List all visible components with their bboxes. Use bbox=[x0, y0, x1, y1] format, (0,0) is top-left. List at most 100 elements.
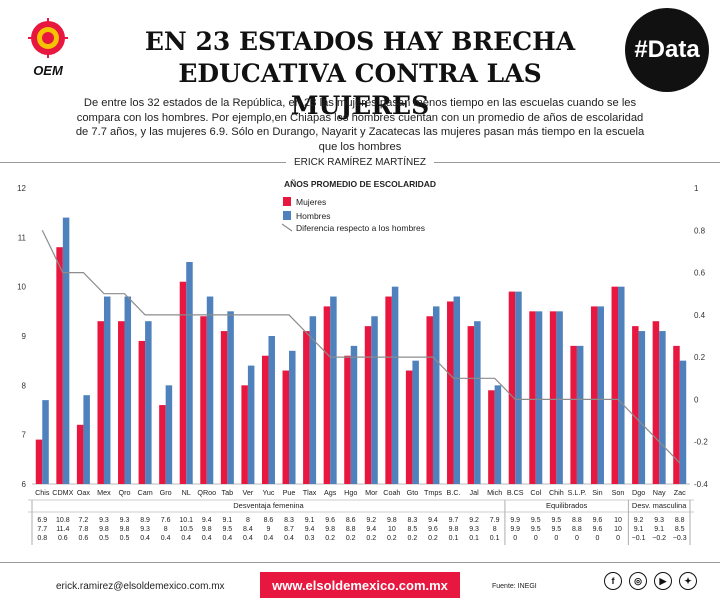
table-cell: 9.8 bbox=[202, 526, 212, 533]
bar-hombres bbox=[515, 291, 522, 484]
table-cell: 8.3 bbox=[408, 517, 418, 524]
website-link[interactable]: www.elsoldemexico.com.mx bbox=[260, 572, 460, 598]
author-byline: ERICK RAMÍREZ MARTÍNEZ bbox=[0, 157, 720, 168]
table-cell: 0.3 bbox=[305, 535, 315, 542]
bar-hombres bbox=[494, 385, 502, 484]
bar-mujeres bbox=[652, 321, 660, 484]
oem-logo: OEM bbox=[28, 18, 68, 78]
x-tick-label: Chih bbox=[549, 488, 564, 497]
y2-tick-label: 0 bbox=[694, 395, 699, 404]
bar-mujeres bbox=[261, 355, 269, 484]
table-cell: 0.2 bbox=[325, 535, 335, 542]
instagram-icon[interactable]: ◎ bbox=[629, 572, 647, 590]
legend-swatch-mujeres bbox=[283, 197, 291, 206]
table-cell: 0.8 bbox=[37, 535, 47, 542]
table-cell: 9.6 bbox=[428, 526, 438, 533]
x-tick-label: Mex bbox=[97, 488, 111, 497]
table-cell: 0.1 bbox=[490, 535, 500, 542]
bar-hombres bbox=[535, 311, 543, 484]
table-cell: 8 bbox=[493, 526, 497, 533]
bar-hombres bbox=[247, 365, 255, 484]
y-tick-label: 11 bbox=[18, 233, 27, 242]
table-cell: 8.8 bbox=[572, 517, 582, 524]
table-cell: −0.1 bbox=[632, 535, 646, 542]
table-cell: 9.5 bbox=[551, 517, 561, 524]
chart-title: AÑOS PROMEDIO DE ESCOLARIDAD bbox=[284, 179, 436, 189]
bar-mujeres bbox=[344, 355, 351, 484]
bar-mujeres bbox=[529, 311, 536, 484]
table-cell: 6.9 bbox=[37, 517, 47, 524]
table-cell: 10 bbox=[614, 517, 622, 524]
bar-hombres bbox=[597, 306, 604, 484]
table-cell: 8.6 bbox=[264, 517, 274, 524]
y2-tick-label: 0.4 bbox=[694, 311, 706, 320]
x-tick-label: Jal bbox=[469, 488, 479, 497]
x-tick-label: Son bbox=[612, 488, 625, 497]
bar-mujeres bbox=[179, 281, 187, 484]
bar-hombres bbox=[289, 350, 296, 484]
table-cell: 9.6 bbox=[593, 526, 603, 533]
table-cell: 0.2 bbox=[387, 535, 397, 542]
x-tick-label: Tab bbox=[222, 488, 234, 497]
x-tick-label: Yuc bbox=[262, 488, 274, 497]
x-tick-label: NL bbox=[182, 488, 191, 497]
y2-tick-label: 1 bbox=[694, 184, 699, 193]
bar-hombres bbox=[42, 400, 49, 484]
bar-mujeres bbox=[76, 424, 84, 484]
table-cell: 8.9 bbox=[140, 517, 150, 524]
table-cell: 9.8 bbox=[387, 517, 397, 524]
bar-hombres bbox=[268, 336, 275, 484]
y2-tick-label: -0.4 bbox=[694, 480, 708, 489]
table-cell: 0.4 bbox=[243, 535, 253, 542]
table-cell: 9.1 bbox=[654, 526, 664, 533]
y2-tick-label: -0.2 bbox=[694, 438, 708, 447]
table-cell: 9.5 bbox=[222, 526, 232, 533]
bar-hombres bbox=[330, 296, 337, 484]
table-cell: 0.1 bbox=[469, 535, 479, 542]
table-cell: 0 bbox=[596, 535, 600, 542]
table-cell: 8 bbox=[246, 517, 250, 524]
y-tick-label: 10 bbox=[17, 283, 26, 292]
table-cell: 9.2 bbox=[366, 517, 376, 524]
facebook-icon[interactable]: f bbox=[604, 572, 622, 590]
x-tick-label: Hgo bbox=[344, 488, 357, 497]
bar-mujeres bbox=[200, 316, 207, 484]
bar-hombres bbox=[350, 345, 358, 484]
table-cell: 7.7 bbox=[37, 526, 47, 533]
twitter-icon[interactable]: ✦ bbox=[679, 572, 697, 590]
x-tick-label: Chis bbox=[35, 488, 50, 497]
table-cell: 0.6 bbox=[79, 535, 89, 542]
x-tick-label: Pue bbox=[283, 488, 296, 497]
table-cell: 8.6 bbox=[346, 517, 356, 524]
table-cell: 8 bbox=[164, 526, 168, 533]
table-cell: 9.5 bbox=[531, 517, 541, 524]
table-cell: 7.2 bbox=[79, 517, 89, 524]
logo-text: OEM bbox=[33, 63, 64, 78]
x-tick-label: Gto bbox=[407, 488, 419, 497]
x-tick-label: QRoo bbox=[197, 488, 216, 497]
table-cell: 9.5 bbox=[551, 526, 561, 533]
table-cell: 8.3 bbox=[284, 517, 294, 524]
bar-mujeres bbox=[385, 296, 392, 484]
table-cell: 9.1 bbox=[305, 517, 315, 524]
table-cell: 8.8 bbox=[572, 526, 582, 533]
bar-hombres bbox=[227, 311, 234, 484]
x-tick-label: Ver bbox=[243, 488, 254, 497]
table-cell: 0.4 bbox=[264, 535, 274, 542]
x-tick-label: Qro bbox=[119, 488, 131, 497]
x-tick-label: Mich bbox=[487, 488, 502, 497]
bar-mujeres bbox=[508, 291, 516, 484]
table-cell: 0 bbox=[513, 535, 517, 542]
bar-mujeres bbox=[590, 306, 598, 484]
bar-mujeres bbox=[97, 321, 104, 484]
author-email[interactable]: erick.ramirez@elsoldemexico.com.mx bbox=[56, 581, 225, 592]
bar-hombres bbox=[453, 296, 461, 484]
page-title: EN 23 ESTADOS HAY BRECHA EDUCATIVA CONTR… bbox=[110, 26, 610, 122]
legend-swatch-hombres bbox=[283, 211, 291, 220]
group-label: Desv. masculina bbox=[632, 501, 687, 510]
youtube-icon[interactable]: ▶ bbox=[654, 572, 672, 590]
table-cell: 0.2 bbox=[428, 535, 438, 542]
x-tick-label: Mor bbox=[365, 488, 378, 497]
table-cell: 8.5 bbox=[675, 526, 685, 533]
education-chart: AÑOS PROMEDIO DE ESCOLARIDAD6789101112-0… bbox=[17, 179, 708, 545]
